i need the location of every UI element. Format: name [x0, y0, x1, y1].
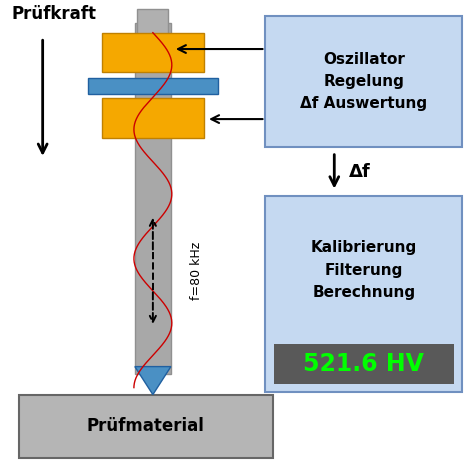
Text: Δf: Δf [348, 163, 370, 181]
FancyBboxPatch shape [102, 33, 204, 72]
FancyBboxPatch shape [135, 23, 171, 374]
FancyBboxPatch shape [19, 395, 273, 458]
FancyBboxPatch shape [265, 196, 462, 392]
Polygon shape [135, 367, 171, 395]
Text: Prüfkraft: Prüfkraft [12, 5, 97, 23]
FancyBboxPatch shape [88, 78, 218, 94]
Text: Oszillator
Regelung
Δf Auswertung: Oszillator Regelung Δf Auswertung [300, 52, 428, 112]
FancyBboxPatch shape [274, 344, 454, 384]
FancyBboxPatch shape [265, 16, 462, 147]
Text: Kalibrierung
Filterung
Berechnung: Kalibrierung Filterung Berechnung [310, 241, 417, 300]
FancyBboxPatch shape [137, 9, 168, 37]
Text: f=80 kHz: f=80 kHz [190, 242, 203, 300]
Text: 521.6 HV: 521.6 HV [303, 352, 424, 376]
Text: Prüfmaterial: Prüfmaterial [87, 417, 205, 435]
FancyBboxPatch shape [102, 98, 204, 138]
